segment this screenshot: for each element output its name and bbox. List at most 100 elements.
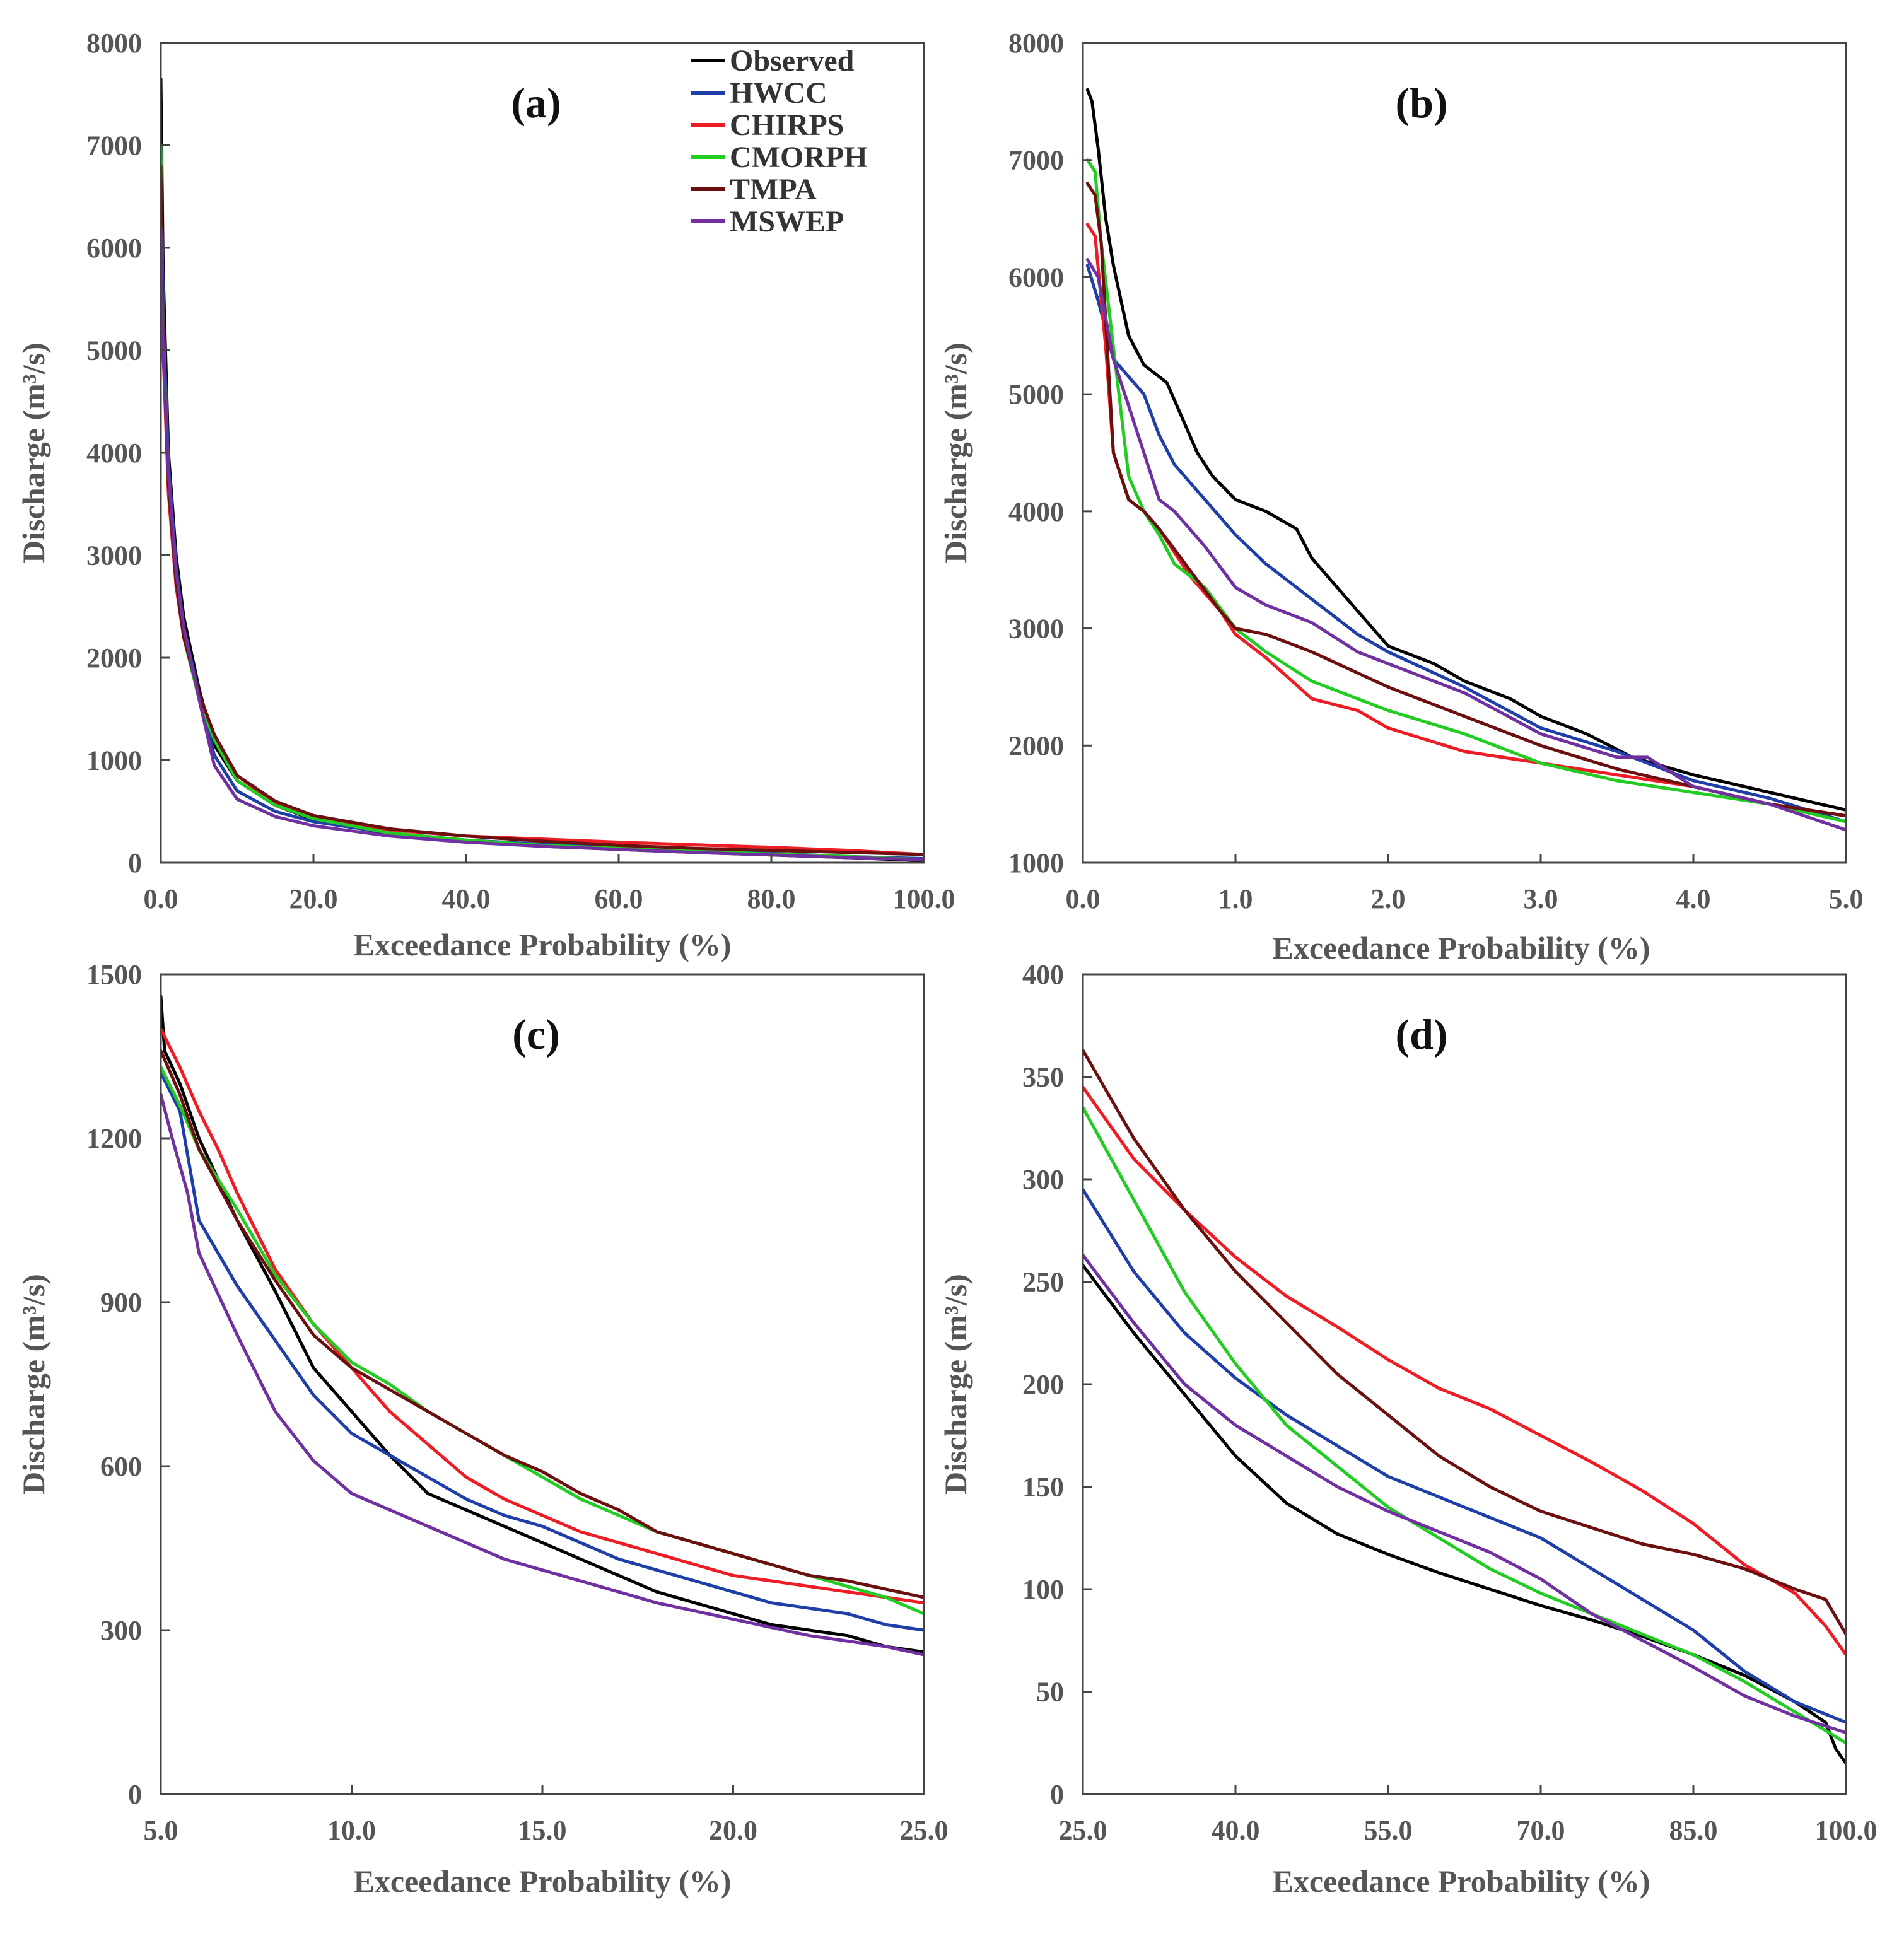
series-line-mswep [161, 226, 924, 861]
panel-b: 0.0 1.0 2.0 3.0 4.0 5.0 1000 2000 3000 4000 5000 60… [938, 28, 1864, 965]
x-tick-label: 25.0 [1059, 1815, 1107, 1846]
y-tick-label: 4000 [1008, 496, 1064, 527]
y-axis-title-c: Discharge (m³/s) [16, 1274, 51, 1495]
y-axis-title-b: Discharge (m³/s) [938, 342, 973, 563]
panel-c: 5.0 10.0 15.0 20.0 25.0 0 300 600 900 1200 1500 (c… [16, 959, 949, 1899]
y-tick-label: 4000 [86, 438, 142, 469]
legend-label: MSWEP [730, 205, 844, 238]
plot-area-b: 0.0 1.0 2.0 3.0 4.0 5.0 1000 2000 3000 4000 5000 60… [1008, 28, 1864, 914]
legend-item-tmpa: TMPA [691, 173, 817, 206]
series-line-chirps [1085, 223, 1846, 818]
x-tick-label: 60.0 [595, 883, 643, 914]
x-tick-label: 40.0 [1212, 1815, 1260, 1846]
legend-item-hwcc: HWCC [691, 76, 827, 110]
series-line-hwcc [161, 1071, 924, 1632]
x-tick-label: 4.0 [1676, 883, 1711, 914]
series-line-tmpa [1085, 182, 1846, 818]
y-tick-label: 5000 [86, 335, 142, 366]
x-tick-label: 0.0 [1066, 883, 1101, 914]
y-tick-label: 2000 [86, 643, 142, 674]
series-line-chirps [1083, 1085, 1846, 1657]
x-tick-label: 20.0 [709, 1815, 757, 1846]
series-line-cmorph [1085, 158, 1846, 824]
y-tick-label: 3000 [1008, 614, 1064, 644]
x-tick-label: 40.0 [442, 883, 491, 914]
panel-d: 25.0 40.0 55.0 70.0 85.0 100.0 0 50 100 150 200 250… [938, 959, 1878, 1899]
y-tick-label: 1500 [86, 959, 142, 990]
legend-item-chirps: CHIRPS [691, 108, 844, 142]
y-tick-label: 1000 [1008, 848, 1064, 878]
x-axis-title-c: Exceedance Probability (%) [354, 1863, 732, 1899]
y-tick-label: 2000 [1008, 730, 1064, 761]
x-axis-title-b: Exceedance Probability (%) [1273, 930, 1650, 965]
x-tick-label: 3.0 [1524, 883, 1558, 914]
legend-label: HWCC [730, 76, 827, 110]
y-tick-label: 0 [128, 1779, 142, 1810]
series-line-chirps [161, 195, 924, 856]
y-tick-label: 0 [1050, 1779, 1064, 1810]
series-line-cmorph [161, 144, 924, 861]
series-line-observed [1085, 88, 1846, 812]
x-tick-label: 20.0 [289, 883, 338, 914]
x-axis-title-a: Exceedance Probability (%) [354, 927, 732, 962]
x-tick-label: 100.0 [1815, 1815, 1878, 1846]
y-tick-label: 250 [1022, 1267, 1064, 1298]
series-group [1085, 88, 1846, 832]
y-tick-label: 7000 [86, 131, 142, 161]
x-tick-label: 25.0 [900, 1815, 949, 1846]
plot-frame [1082, 42, 1847, 864]
plot-area-c: 5.0 10.0 15.0 20.0 25.0 0 300 600 900 1200 1500 [86, 959, 949, 1846]
y-tick-label: 300 [1022, 1164, 1064, 1195]
y-tick-label: 50 [1036, 1677, 1064, 1708]
series-line-tmpa [161, 164, 924, 856]
y-axis-title-a: Discharge (m³/s) [16, 342, 51, 563]
series-group [1083, 1048, 1846, 1765]
y-tick-label: 0 [128, 848, 142, 878]
x-tick-label: 70.0 [1517, 1815, 1565, 1846]
y-tick-label: 400 [1022, 959, 1064, 990]
y-tick-label: 150 [1022, 1472, 1064, 1503]
y-tick-label: 300 [100, 1615, 142, 1646]
plot-area-a: 0.0 20.0 40.0 60.0 80.0 100.0 0 1000 2000 3000 400… [86, 28, 955, 914]
y-tick-label: 100 [1022, 1574, 1064, 1605]
y-tick-label: 1000 [86, 745, 142, 776]
panel-label-a: (a) [511, 79, 561, 127]
x-tick-label: 55.0 [1364, 1815, 1413, 1846]
series-group [161, 77, 924, 863]
x-tick-label: 10.0 [327, 1815, 376, 1846]
y-tick-label: 900 [100, 1287, 142, 1318]
x-tick-label: 80.0 [747, 883, 796, 914]
legend-label: TMPA [730, 173, 817, 206]
series-line-mswep [1083, 1253, 1846, 1734]
panel-a: 0.0 20.0 40.0 60.0 80.0 100.0 0 1000 2000 3000 400… [16, 28, 955, 962]
series-line-mswep [161, 1093, 924, 1657]
y-tick-label: 7000 [1008, 145, 1064, 176]
series-line-mswep [1085, 258, 1846, 832]
series-line-hwcc [161, 144, 924, 860]
y-tick-label: 8000 [86, 28, 142, 59]
legend-label: CHIRPS [730, 108, 844, 142]
x-tick-label: 1.0 [1218, 883, 1253, 914]
x-tick-label: 85.0 [1669, 1815, 1718, 1846]
x-tick-label: 0.0 [144, 883, 178, 914]
y-tick-label: 8000 [1008, 28, 1064, 59]
y-tick-label: 200 [1022, 1369, 1064, 1400]
legend-item-observed: Observed [691, 44, 855, 78]
x-tick-label: 15.0 [518, 1815, 567, 1846]
legend-item-cmorph: CMORPH [691, 141, 868, 174]
x-tick-label: 5.0 [1829, 883, 1864, 914]
y-tick-label: 3000 [86, 540, 142, 571]
panel-label-b: (b) [1395, 79, 1447, 127]
x-tick-label: 2.0 [1371, 883, 1406, 914]
y-tick-label: 5000 [1008, 379, 1064, 410]
plot-frame [160, 973, 925, 1795]
legend-label: Observed [730, 44, 855, 78]
series-group [161, 994, 924, 1657]
x-axis-title-d: Exceedance Probability (%) [1273, 1863, 1650, 1899]
series-line-chirps [161, 1027, 924, 1605]
x-tick-label: 5.0 [144, 1815, 178, 1846]
series-line-tmpa [1083, 1048, 1846, 1636]
series-line-tmpa [161, 1049, 924, 1599]
y-tick-label: 600 [100, 1451, 142, 1482]
y-axis-title-d: Discharge (m³/s) [938, 1274, 973, 1495]
